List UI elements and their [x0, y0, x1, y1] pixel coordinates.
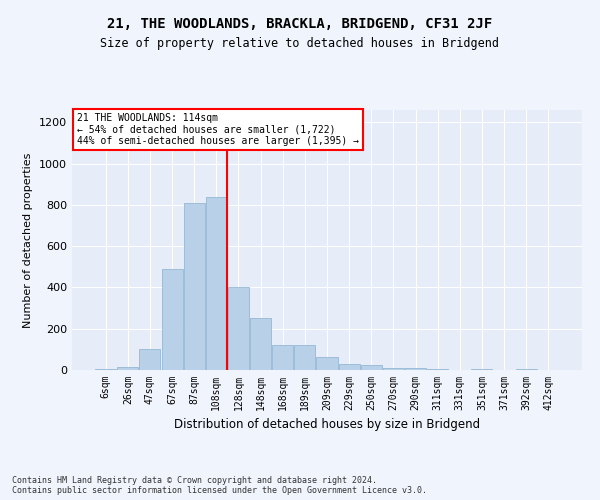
Bar	[95, 369, 116, 370]
Bar	[228, 288, 249, 370]
Bar	[316, 356, 338, 370]
Bar	[383, 368, 404, 370]
Bar	[515, 369, 536, 370]
Y-axis label: Number of detached properties: Number of detached properties	[23, 152, 34, 328]
Bar	[361, 366, 382, 370]
Text: 21 THE WOODLANDS: 114sqm
← 54% of detached houses are smaller (1,722)
44% of sem: 21 THE WOODLANDS: 114sqm ← 54% of detach…	[77, 112, 359, 146]
Bar	[405, 368, 426, 370]
Bar	[184, 203, 205, 370]
Text: 21, THE WOODLANDS, BRACKLA, BRIDGEND, CF31 2JF: 21, THE WOODLANDS, BRACKLA, BRIDGEND, CF…	[107, 18, 493, 32]
Text: Contains HM Land Registry data © Crown copyright and database right 2024.
Contai: Contains HM Land Registry data © Crown c…	[12, 476, 427, 495]
Bar	[472, 369, 493, 370]
Bar	[295, 345, 316, 370]
Bar	[139, 350, 160, 370]
Bar	[338, 364, 359, 370]
Bar	[118, 367, 139, 370]
Text: Size of property relative to detached houses in Bridgend: Size of property relative to detached ho…	[101, 38, 499, 51]
Bar	[250, 318, 271, 370]
Bar	[206, 196, 227, 370]
Bar	[161, 269, 182, 370]
X-axis label: Distribution of detached houses by size in Bridgend: Distribution of detached houses by size …	[174, 418, 480, 432]
Bar	[272, 345, 293, 370]
Bar	[427, 369, 448, 370]
